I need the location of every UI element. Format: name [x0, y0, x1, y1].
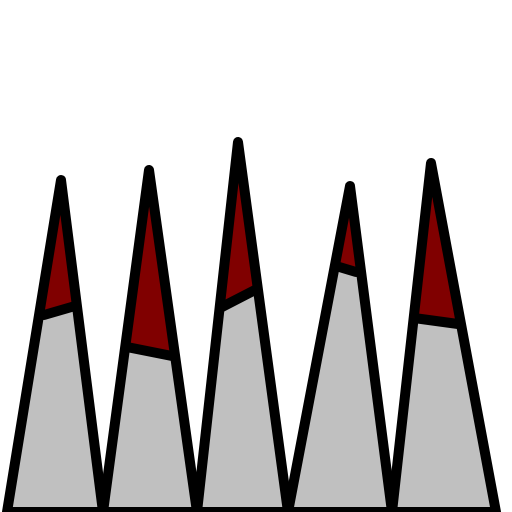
- spike-3-tip: [220, 142, 257, 308]
- spike-1-body: [7, 180, 103, 512]
- spike-4: [283, 181, 397, 512]
- spike-2: [98, 165, 202, 512]
- spike-5-band: [409, 313, 463, 329]
- spike-3: [192, 137, 293, 512]
- spike-1-tip: [44, 180, 75, 315]
- spike-4-outline: [283, 181, 397, 512]
- spike-3-outline: [192, 137, 293, 512]
- spike-5-tip: [414, 163, 458, 324]
- spike-2-band: [122, 342, 177, 361]
- spike-3-band: [215, 284, 262, 313]
- spike-5: [387, 158, 501, 512]
- spike-4-body: [288, 186, 392, 512]
- spike-5-outline: [387, 158, 501, 512]
- spike-1-outline: [2, 175, 108, 512]
- spike-2-tip: [127, 170, 172, 356]
- spike-2-outline: [98, 165, 202, 512]
- spike-5-body: [392, 163, 496, 512]
- spike-1: [2, 175, 108, 512]
- spike-3-body: [197, 142, 288, 512]
- spike-1-band: [39, 301, 80, 320]
- spike-group: [2, 137, 501, 512]
